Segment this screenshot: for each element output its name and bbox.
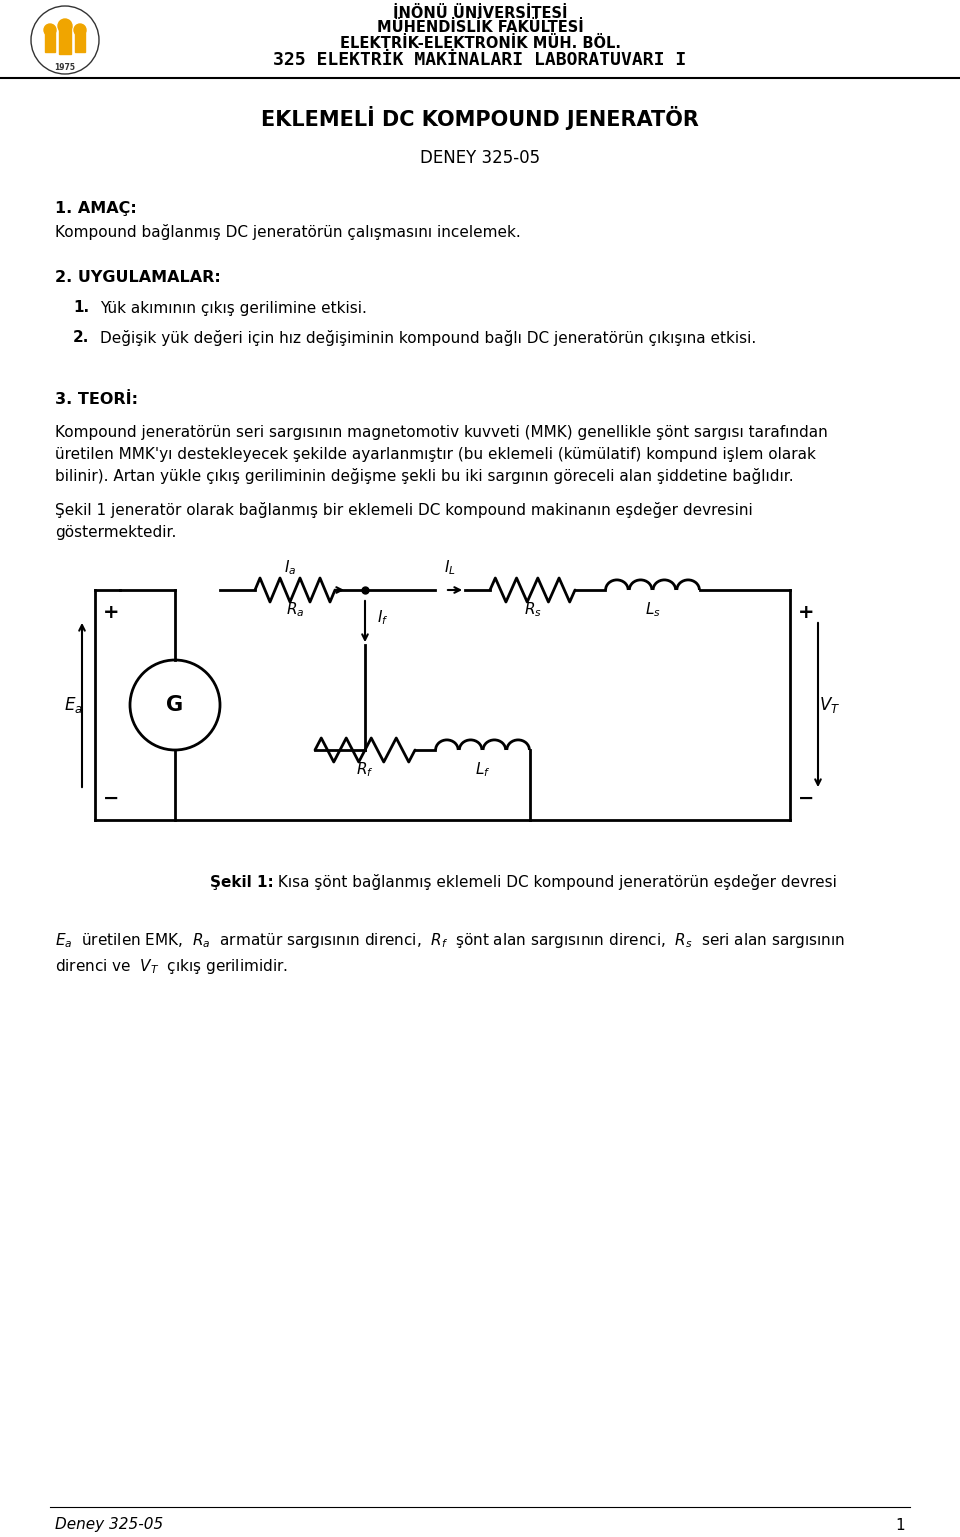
Text: $R_s$: $R_s$ xyxy=(523,601,541,619)
Text: 2.: 2. xyxy=(73,330,89,346)
Text: Kısa şönt bağlanmış eklemeli DC kompound jeneratörün eşdeğer devresi: Kısa şönt bağlanmış eklemeli DC kompound… xyxy=(273,875,837,890)
Text: direnci ve  $V_T$  çıkış gerilimidir.: direnci ve $V_T$ çıkış gerilimidir. xyxy=(55,956,288,976)
Text: $R_f$: $R_f$ xyxy=(356,761,373,779)
Text: Değişik yük değeri için hız değişiminin kompound bağlı DC jeneratörün çıkışına e: Değişik yük değeri için hız değişiminin … xyxy=(100,330,756,346)
Text: Kompound jeneratörün seri sargısının magnetomotiv kuvveti (MMK) genellikle şönt : Kompound jeneratörün seri sargısının mag… xyxy=(55,424,828,440)
Text: 1: 1 xyxy=(896,1517,905,1532)
Text: $E_a$  üretilen EMK,  $R_a$  armatür sargısının direnci,  $R_f$  şönt alan sargı: $E_a$ üretilen EMK, $R_a$ armatür sargıs… xyxy=(55,930,845,950)
Text: 2. UYGULAMALAR:: 2. UYGULAMALAR: xyxy=(55,271,221,286)
Text: −: − xyxy=(798,788,814,807)
Text: $L_s$: $L_s$ xyxy=(644,601,660,619)
Text: üretilen MMK'yı destekleyecek şekilde ayarlanmıştır (bu eklemeli (kümülatif) kom: üretilen MMK'yı destekleyecek şekilde ay… xyxy=(55,447,816,461)
Bar xyxy=(59,26,71,54)
Text: $L_f$: $L_f$ xyxy=(474,761,491,779)
Text: Yük akımının çıkış gerilimine etkisi.: Yük akımının çıkış gerilimine etkisi. xyxy=(100,301,367,315)
Circle shape xyxy=(58,18,72,32)
Text: Şekil 1:: Şekil 1: xyxy=(210,875,274,890)
Circle shape xyxy=(44,25,56,35)
Text: Şekil 1 jeneratör olarak bağlanmış bir eklemeli DC kompound makinanın eşdeğer de: Şekil 1 jeneratör olarak bağlanmış bir e… xyxy=(55,503,753,518)
Text: $R_a$: $R_a$ xyxy=(286,601,304,619)
Bar xyxy=(75,31,85,52)
Text: Kompound bağlanmış DC jeneratörün çalışmasını incelemek.: Kompound bağlanmış DC jeneratörün çalışm… xyxy=(55,224,520,240)
Text: bilinir). Artan yükle çıkış geriliminin değişme şekli bu iki sargının göreceli a: bilinir). Artan yükle çıkış geriliminin … xyxy=(55,467,794,484)
Text: $I_L$: $I_L$ xyxy=(444,558,456,578)
Text: İNÖNÜ ÜNİVERSİTESİ: İNÖNÜ ÜNİVERSİTESİ xyxy=(393,6,567,20)
Text: göstermektedir.: göstermektedir. xyxy=(55,524,177,539)
Text: ELEKTRİK-ELEKTRONİK MÜH. BÖL.: ELEKTRİK-ELEKTRONİK MÜH. BÖL. xyxy=(340,35,620,51)
Bar xyxy=(45,31,55,52)
Text: 1. AMAÇ:: 1. AMAÇ: xyxy=(55,200,136,215)
Text: $E_a$: $E_a$ xyxy=(63,695,83,715)
Text: +: + xyxy=(798,603,814,621)
Text: $I_f$: $I_f$ xyxy=(377,609,389,627)
Text: 3. TEORİ:: 3. TEORİ: xyxy=(55,392,138,407)
Text: −: − xyxy=(103,788,119,807)
Text: $V_T$: $V_T$ xyxy=(820,695,841,715)
Text: Deney 325-05: Deney 325-05 xyxy=(55,1517,163,1532)
Text: +: + xyxy=(103,603,119,621)
Text: DENEY 325-05: DENEY 325-05 xyxy=(420,149,540,168)
Text: $I_a$: $I_a$ xyxy=(284,558,296,578)
Text: 1975: 1975 xyxy=(55,63,76,72)
Text: 325 ELEKTRİK MAKİNALARI LABORATUVARI I: 325 ELEKTRİK MAKİNALARI LABORATUVARI I xyxy=(274,51,686,69)
Text: EKLEMELİ DC KOMPOUND JENERATÖR: EKLEMELİ DC KOMPOUND JENERATÖR xyxy=(261,106,699,131)
Circle shape xyxy=(74,25,86,35)
Text: MÜHENDİSLİK FAKÜLTESİ: MÜHENDİSLİK FAKÜLTESİ xyxy=(376,20,584,35)
Text: G: G xyxy=(166,695,183,715)
Text: 1.: 1. xyxy=(73,301,89,315)
